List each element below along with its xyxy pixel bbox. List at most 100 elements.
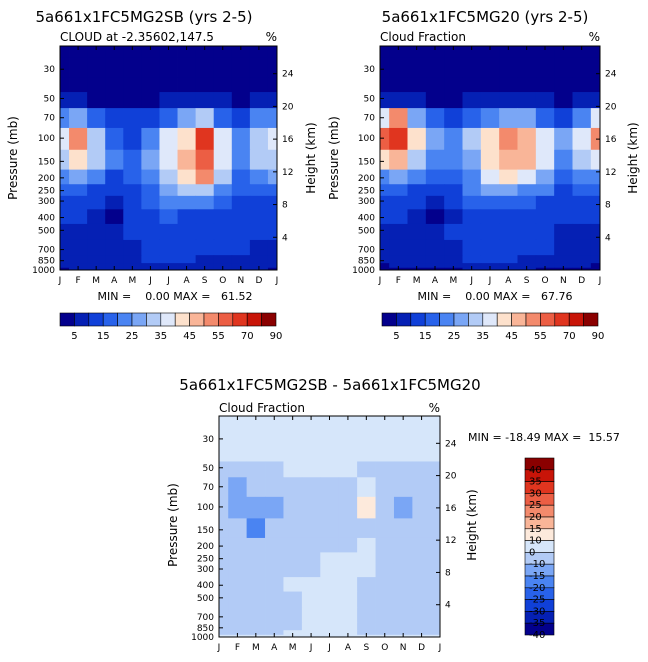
heatmap-cell	[265, 607, 284, 623]
heatmap-cell	[393, 427, 413, 448]
heatmap-cell	[177, 169, 197, 185]
heatmap-cell	[246, 427, 266, 448]
panel-right-ylabel-right: Height (km)	[626, 122, 640, 193]
heatmap-cell	[177, 108, 197, 129]
heatmap-cell	[87, 223, 106, 241]
x-tick-label: N	[400, 643, 407, 653]
heatmap-cell	[462, 57, 482, 78]
heatmap-cell	[265, 477, 284, 498]
heatmap-cell	[320, 552, 340, 565]
heatmap-cell	[572, 255, 592, 264]
heatmap-cell	[430, 477, 441, 498]
heatmap-cell	[462, 127, 482, 151]
heatmap-cell	[123, 239, 142, 256]
heatmap-cell	[195, 255, 215, 264]
y-tick-right-label: 24	[445, 439, 457, 449]
heatmap-cell	[517, 239, 537, 256]
heatmap-cell	[590, 108, 601, 129]
heatmap-cell	[69, 46, 88, 59]
heatmap-cell	[407, 149, 427, 171]
heatmap-cell	[357, 563, 376, 578]
heatmap-cell	[480, 255, 500, 264]
heatmap-cell	[123, 255, 142, 264]
heatmap-cell	[195, 169, 215, 185]
heatmap-cell	[375, 577, 395, 592]
heatmap-cell	[444, 263, 463, 269]
heatmap-cell	[141, 255, 160, 264]
heatmap-cell	[228, 563, 248, 578]
y-tick-label: 700	[358, 246, 375, 256]
heatmap-cell	[249, 57, 269, 78]
heatmap-cell	[195, 127, 215, 151]
heatmap-cell	[159, 92, 178, 109]
heatmap-cell	[380, 267, 390, 271]
heatmap-cell	[499, 239, 518, 256]
panel-right: 5a661x1FC5MG20 (yrs 2-5) Cloud Fraction …	[327, 8, 640, 342]
y-tick-label: 850	[358, 257, 375, 267]
heatmap-cell	[375, 477, 395, 498]
heatmap-cell	[412, 552, 432, 565]
y-tick-label: 50	[44, 94, 56, 104]
heatmap-cell	[499, 223, 518, 241]
heatmap-cell	[320, 607, 340, 623]
y-tick-label: 1000	[352, 266, 375, 276]
heatmap-cell	[444, 77, 463, 93]
heatmap-cell	[105, 209, 124, 225]
heatmap-cell	[412, 622, 432, 631]
heatmap-cell	[380, 57, 390, 78]
heatmap-cell	[535, 223, 555, 241]
heatmap-cell	[60, 223, 70, 241]
colorbar-swatch	[568, 312, 584, 327]
heatmap-cell	[357, 518, 376, 539]
heatmap-cell	[105, 46, 124, 59]
heatmap-cell	[517, 57, 537, 78]
heatmap-cell	[265, 416, 284, 428]
heatmap-cell	[159, 108, 178, 129]
colorbar-swatch	[524, 622, 555, 636]
heatmap-cell	[87, 169, 106, 185]
y-tick-right-label: 16	[282, 135, 294, 145]
heatmap-cell	[123, 77, 142, 93]
heatmap-cell	[407, 127, 427, 151]
heatmap-cell	[338, 416, 358, 428]
heatmap-cell	[393, 477, 413, 498]
heatmap-cell	[357, 622, 376, 631]
colorbar-label: 90	[592, 331, 605, 342]
heatmap-cell	[407, 239, 427, 256]
heatmap-cell	[462, 149, 482, 171]
heatmap-cell	[69, 108, 88, 129]
y-tick-label: 150	[197, 526, 214, 536]
x-tick-label: M	[449, 276, 457, 286]
colorbar-swatch	[88, 312, 104, 327]
y-tick-label: 100	[358, 134, 375, 144]
colorbar-label: 15	[529, 524, 542, 535]
colorbar-swatch	[146, 312, 162, 327]
colorbar-swatch	[540, 312, 556, 327]
heatmap-cell	[159, 255, 178, 264]
heatmap-cell	[228, 518, 248, 539]
heatmap-cell	[554, 92, 573, 109]
heatmap-cell	[69, 223, 88, 241]
heatmap-cell	[389, 92, 408, 109]
heatmap-cell	[105, 169, 124, 185]
heatmap-cell	[425, 149, 445, 171]
colorbar-swatch	[246, 312, 262, 327]
heatmap-cell	[265, 537, 284, 553]
heatmap-cell	[195, 108, 215, 129]
heatmap-cell	[389, 169, 408, 185]
heatmap-cell	[69, 149, 88, 171]
y-tick-right-label: 8	[282, 201, 288, 211]
heatmap-cell	[380, 195, 390, 210]
y-tick-right-label: 12	[605, 168, 616, 178]
panel-left-stats: MIN = 0.00 MAX = 61.52	[98, 290, 253, 303]
heatmap-cell	[105, 57, 124, 78]
heatmap-cell	[177, 209, 197, 225]
colorbar-label: -35	[529, 618, 545, 629]
heatmap-cell	[213, 209, 233, 225]
heatmap-cell	[430, 427, 441, 448]
heatmap-cell	[357, 461, 376, 478]
heatmap-cell	[246, 477, 266, 498]
heatmap-cell	[283, 622, 303, 631]
heatmap-cell	[393, 518, 413, 539]
